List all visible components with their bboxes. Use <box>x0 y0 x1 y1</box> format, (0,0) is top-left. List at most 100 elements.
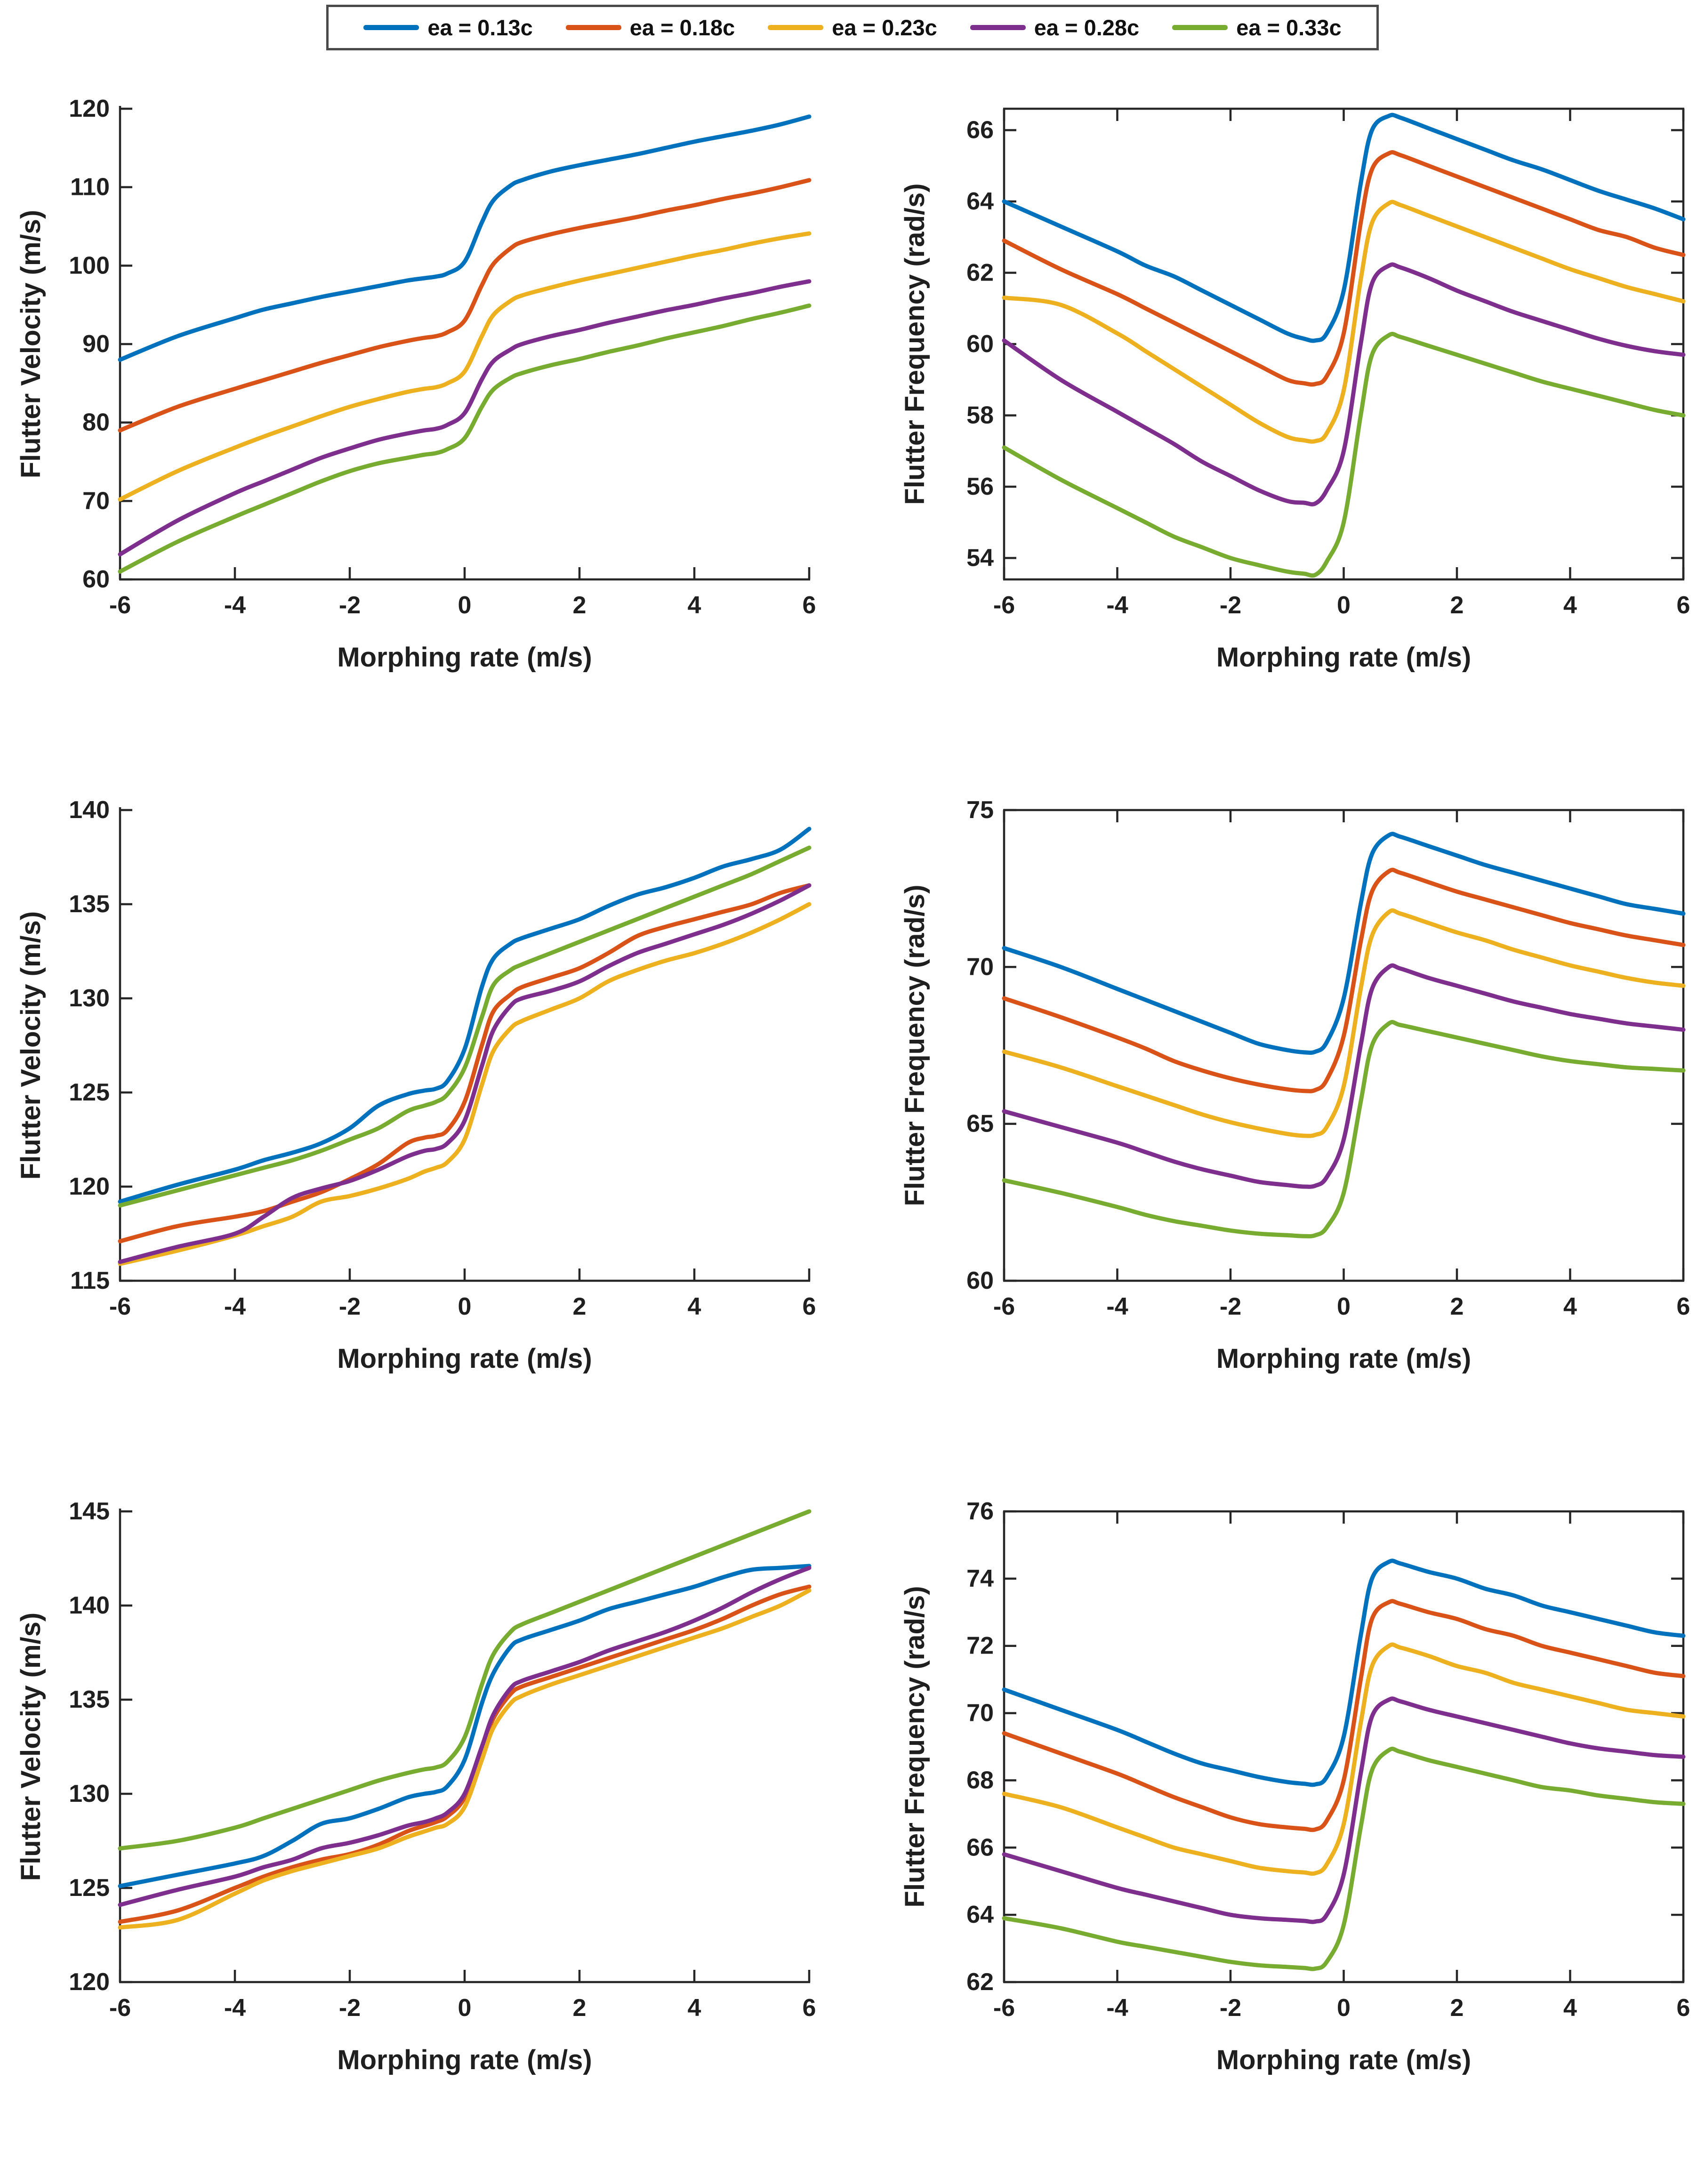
legend-label: ea = 0.13c <box>427 15 533 40</box>
legend-line-swatch-purple <box>970 25 1026 30</box>
x-tick-label: 4 <box>1563 1293 1577 1320</box>
x-tick-label: -2 <box>1220 1994 1241 2022</box>
axes <box>1003 107 1685 581</box>
x-axis-label: Morphing rate (m/s) <box>1216 2045 1471 2075</box>
legend-label: ea = 0.33c <box>1236 15 1342 40</box>
legend-label: ea = 0.23c <box>832 15 937 40</box>
x-tick-label: -2 <box>339 1293 361 1320</box>
axes <box>119 106 811 581</box>
y-tick-label: 135 <box>69 1686 110 1713</box>
y-tick-label: 130 <box>69 985 110 1012</box>
x-tick-label: -4 <box>1106 592 1128 619</box>
y-tick-label: 64 <box>966 1901 994 1928</box>
legend-line-swatch-green <box>1172 25 1228 30</box>
x-tick-label: -2 <box>339 1994 361 2022</box>
y-tick-label: 54 <box>966 545 994 572</box>
x-tick-label: -4 <box>224 1994 246 2022</box>
legend-label: ea = 0.28c <box>1034 15 1140 40</box>
y-axis-label: Flutter Frequency (rad/s) <box>900 183 930 505</box>
y-tick-label: 145 <box>69 1498 110 1525</box>
series-line-ea-0-13c <box>1002 112 1686 343</box>
x-tick-label: -2 <box>1220 592 1241 619</box>
x-tick-label: -2 <box>339 592 361 619</box>
x-tick-label: -6 <box>109 1293 131 1320</box>
y-axis-label: Flutter Frequency (rad/s) <box>900 1586 930 1907</box>
y-tick-label: 70 <box>966 953 994 980</box>
x-tick-label: 0 <box>458 1994 472 2022</box>
y-tick-label: 60 <box>966 1267 994 1294</box>
legend-item-ea-018c: ea = 0.18c <box>565 15 735 40</box>
x-tick-label: 4 <box>688 592 701 619</box>
y-axis-label: Flutter Frequency (rad/s) <box>900 884 930 1206</box>
series-line-ea-0-33c <box>118 1509 812 1851</box>
series-line-ea-0-28c <box>1002 262 1686 506</box>
series-line-ea-0-33c <box>118 845 812 1208</box>
y-tick-label: 140 <box>69 796 110 824</box>
x-tick-label: 6 <box>1677 592 1690 619</box>
series-line-ea-0-13c <box>118 114 812 362</box>
x-tick-label: 6 <box>1677 1293 1690 1320</box>
x-tick-label: -4 <box>1106 1994 1128 2022</box>
y-tick-label: 135 <box>69 891 110 918</box>
y-tick-label: 66 <box>966 1834 994 1861</box>
x-axis-label: Morphing rate (m/s) <box>337 642 592 673</box>
series-line-ea-0-28c <box>118 883 812 1264</box>
series-line-ea-0-18c <box>1002 867 1686 1093</box>
y-tick-label: 70 <box>82 487 110 514</box>
x-tick-label: 4 <box>688 1994 701 2022</box>
y-tick-label: 75 <box>966 796 994 824</box>
y-tick-label: 62 <box>966 259 994 286</box>
x-tick-label: 4 <box>1563 1994 1577 2022</box>
x-tick-label: 2 <box>1450 1994 1464 2022</box>
x-tick-label: 0 <box>458 1293 472 1320</box>
y-tick-label: 65 <box>966 1110 994 1138</box>
series-line-ea-0-18c <box>1002 1599 1686 1832</box>
chart-canvas-middle-right: 60 65 70 75 -6 -4 -2 0 2 4 6 Morphing rate (m/s) Flu… <box>900 796 1690 1374</box>
x-tick-label: 0 <box>1337 592 1351 619</box>
tick-labels: 120 125 130 135 140 145 -6 -4 -2 0 2 4 6 <box>69 1498 816 2022</box>
y-tick-label: 62 <box>966 1968 994 1996</box>
series-line-ea-0-28c <box>118 1566 812 1907</box>
series-line-ea-0-28c <box>118 279 812 557</box>
x-axis-label: Morphing rate (m/s) <box>1216 642 1471 673</box>
y-tick-label: 74 <box>966 1565 994 1592</box>
x-tick-label: 2 <box>1450 1293 1464 1320</box>
legend-item-ea-033c: ea = 0.33c <box>1172 15 1342 40</box>
legend-line-swatch-orange <box>565 25 621 30</box>
chart-canvas-middle-left: 115 120 125 130 135 140 -6 -4 -2 0 2 4 6 Morphing rat… <box>16 796 816 1374</box>
series-line-ea-0-28c <box>1002 1696 1686 1924</box>
panel-flutter-frequency-case3: 62 64 66 68 70 72 74 76 -6 -4 -2 0 2 4 6 Morphing rate … <box>852 1455 1705 2156</box>
tick-labels: 60 65 70 75 -6 -4 -2 0 2 4 6 <box>966 796 1690 1320</box>
series-line-ea-0-28c <box>1002 963 1686 1189</box>
x-axis-label: Morphing rate (m/s) <box>337 2045 592 2075</box>
series-line-ea-0-13c <box>1002 1558 1686 1787</box>
legend: ea = 0.13c ea = 0.18c ea = 0.23c ea = 0.… <box>326 5 1379 50</box>
legend-label: ea = 0.18c <box>629 15 735 40</box>
panel-flutter-velocity-case2: 115 120 125 130 135 140 -6 -4 -2 0 2 4 6 Morphing rat… <box>0 754 852 1455</box>
y-tick-label: 58 <box>966 402 994 429</box>
y-tick-label: 68 <box>966 1766 994 1794</box>
x-tick-label: 0 <box>1337 1293 1351 1320</box>
x-tick-label: 0 <box>458 592 472 619</box>
axes <box>1003 1510 1685 1983</box>
x-tick-label: 6 <box>803 1994 816 2022</box>
y-tick-label: 66 <box>966 116 994 144</box>
x-tick-label: -4 <box>224 1293 246 1320</box>
series-line-ea-0-23c <box>1002 200 1686 444</box>
x-tick-label: -4 <box>1106 1293 1128 1320</box>
x-tick-label: -4 <box>224 592 246 619</box>
y-tick-label: 56 <box>966 473 994 500</box>
y-tick-label: 120 <box>69 1968 110 1996</box>
y-tick-label: 60 <box>966 330 994 358</box>
x-tick-label: 6 <box>803 1293 816 1320</box>
y-axis-label: Flutter Velocity (m/s) <box>16 911 46 1180</box>
tick-labels: 62 64 66 68 70 72 74 76 -6 -4 -2 0 2 4 6 <box>966 1498 1690 2022</box>
series-line-ea-0-23c <box>118 231 812 502</box>
panel-flutter-frequency-case2: 60 65 70 75 -6 -4 -2 0 2 4 6 Morphing rate (m/s) Flu… <box>852 754 1705 1455</box>
series-line-ea-0-13c <box>1002 832 1686 1055</box>
y-tick-label: 64 <box>966 188 994 215</box>
x-tick-label: -6 <box>993 1293 1015 1320</box>
legend-line-swatch-yellow <box>768 25 824 30</box>
y-tick-label: 140 <box>69 1592 110 1619</box>
x-tick-label: 4 <box>1563 592 1577 619</box>
